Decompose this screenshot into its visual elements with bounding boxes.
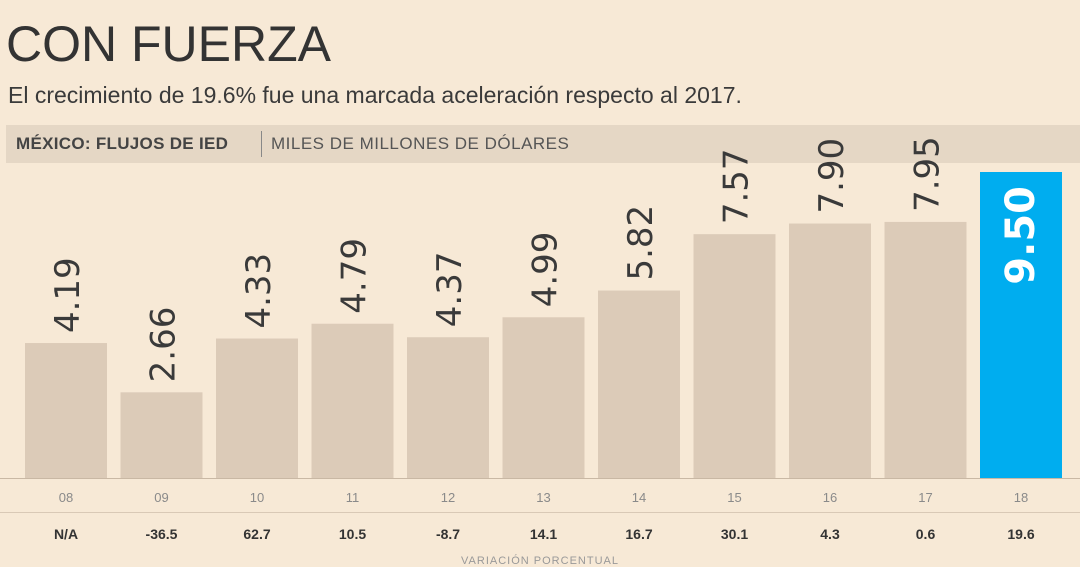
value-label-13: 4.99 [526,232,566,308]
page-subtitle: El crecimiento de 19.6% fue una marcada … [8,82,742,108]
page-title: CON FUERZA [6,16,331,72]
chart-header-units: MILES DE MILLONES DE DÓLARES [271,134,570,153]
pct-change-16: 4.3 [820,526,840,542]
bar-08 [25,343,107,478]
pct-change-08: N/A [54,526,78,542]
pct-change-11: 10.5 [339,526,366,542]
category-label-14: 14 [632,490,646,505]
category-label-12: 12 [441,490,455,505]
value-label-10: 4.33 [239,253,279,329]
category-label-10: 10 [250,490,264,505]
bar-17 [884,221,967,478]
bar-16 [789,223,871,478]
bar-12 [407,337,489,478]
bar-13 [502,317,585,478]
category-label-09: 09 [154,490,168,505]
pct-change-12: -8.7 [436,526,460,542]
value-label-15: 7.57 [717,148,757,224]
category-label-11: 11 [346,490,360,505]
pct-change-17: 0.6 [916,526,936,542]
chart-header-divider [261,131,262,157]
category-label-17: 17 [918,490,932,505]
value-label-12: 4.37 [430,252,470,328]
bar-15 [693,234,776,478]
category-label-08: 08 [59,490,73,505]
pct-change-09: -36.5 [146,526,178,542]
pct-change-label: VARIACIÓN PORCENTUAL [461,555,619,567]
category-label-18: 18 [1014,490,1028,505]
value-label-16: 7.90 [812,138,852,214]
value-label-17: 7.95 [908,136,948,212]
pct-change-18: 19.6 [1007,526,1034,542]
bar-11 [311,323,394,478]
bar-18 [980,172,1062,478]
pct-change-13: 14.1 [530,526,557,542]
chart-header-bold: MÉXICO: FLUJOS DE IED [16,134,229,153]
value-label-09: 2.66 [144,307,184,383]
value-label-11: 4.79 [335,238,375,314]
bar-10 [216,338,298,478]
bar-09 [120,392,203,478]
pct-change-10: 62.7 [243,526,270,542]
chart-header-band: MÉXICO: FLUJOS DE IED MILES DE MILLONES … [6,125,1080,163]
value-label-08: 4.19 [48,257,88,333]
bar-14 [598,290,680,478]
pct-change-14: 16.7 [625,526,652,542]
category-label-16: 16 [823,490,837,505]
pct-change-15: 30.1 [721,526,748,542]
category-label-13: 13 [536,490,550,505]
value-label-14: 5.82 [621,205,661,281]
value-label-18: 9.50 [998,186,1044,285]
category-label-15: 15 [727,490,741,505]
